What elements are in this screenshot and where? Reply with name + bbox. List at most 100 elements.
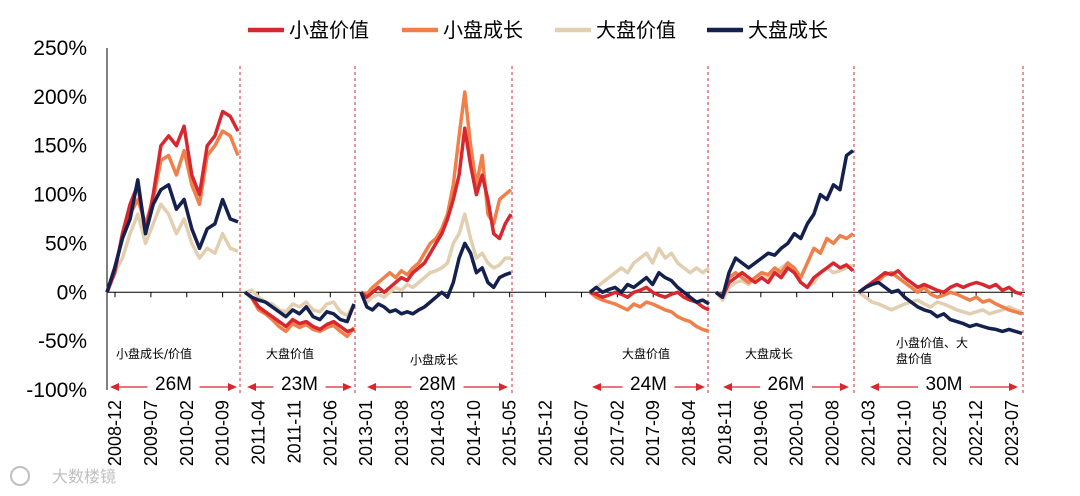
x-tick-label: 2010-02: [177, 400, 197, 466]
x-tick-label: 2015-12: [536, 400, 556, 466]
watermark-text: 大数楼镜: [52, 467, 116, 486]
arrow-left-icon: [367, 383, 376, 391]
x-tick-label: 2009-07: [141, 400, 161, 466]
arrow-left-icon: [592, 383, 601, 391]
y-tick-label: -50%: [38, 330, 87, 353]
series-line-小盘价值: [359, 126, 513, 299]
legend-label: 小盘价值: [289, 18, 369, 42]
y-tick-label: 50%: [45, 232, 87, 255]
x-tick-label: 2014-03: [428, 400, 448, 466]
series-line-小盘价值: [105, 109, 240, 293]
span-label-bg: [622, 372, 675, 394]
series-line-大盘成长: [857, 280, 1023, 335]
span-duration-label: 30M: [926, 374, 963, 395]
period-annotation: 大盘成长: [745, 346, 793, 361]
period-annotation: 小盘成长: [410, 352, 458, 367]
arrow-left-icon: [723, 383, 732, 391]
span-label-bg: [411, 372, 464, 394]
legend-label: 小盘成长: [443, 18, 523, 42]
series-line-大盘价值: [588, 246, 711, 294]
watermark: 大数楼镜: [10, 466, 116, 486]
arrow-right-icon: [343, 383, 352, 391]
x-tick-label: 2013-08: [392, 400, 412, 466]
x-tick-label: 2017-02: [607, 400, 627, 466]
x-tick-label: 2014-10: [464, 400, 484, 466]
x-tick-label: 2013-01: [356, 400, 376, 466]
legend-item: 小盘价值: [248, 18, 369, 42]
period-annotation: 小盘成长/价值: [116, 346, 192, 361]
span-duration-label: 26M: [155, 374, 192, 395]
legend-label: 大盘价值: [596, 18, 676, 42]
series-line-大盘成长: [588, 270, 710, 306]
legend-item: 小盘成长: [402, 18, 523, 42]
legend-item: 大盘成长: [707, 18, 828, 42]
series-line-大盘成长: [105, 178, 239, 293]
x-tick-label: 2019-06: [751, 400, 771, 466]
x-tick-label: 2012-06: [320, 400, 340, 466]
arrow-left-icon: [870, 383, 879, 391]
arrow-right-icon: [499, 383, 508, 391]
y-tick-label: 0%: [57, 281, 87, 304]
y-tick-label: -100%: [26, 379, 87, 402]
span-duration-label: 23M: [281, 374, 318, 395]
span-label-bg: [147, 372, 200, 394]
legend-label: 大盘成长: [748, 18, 828, 42]
period-spans: 26M 23M 28M 24M 26M 30M: [110, 372, 1018, 395]
x-tick-label: 2011-11: [284, 400, 304, 463]
series-line-大盘成长: [359, 241, 512, 316]
x-tick-label: 2018-04: [679, 400, 699, 466]
x-tick-label: 2020-01: [787, 400, 807, 466]
x-tick-label: 2011-04: [249, 400, 269, 465]
x-axis: 2008-12 2009-07 2010-02 2010-09 2011-04 2011-…: [105, 291, 1025, 466]
series-line-小盘价值: [714, 261, 855, 299]
period-annotation: 大盘价值: [622, 346, 670, 361]
series-line-大盘价值: [105, 202, 239, 293]
watermark-logo-icon: [10, 466, 30, 486]
series-line-大盘价值: [359, 212, 511, 304]
y-tick-label: 200%: [33, 86, 87, 109]
legend: 小盘价值 小盘成长 大盘价值 大盘成长: [248, 18, 828, 42]
y-tick-label: 100%: [33, 184, 87, 207]
period-annotation: 盘价值: [896, 351, 932, 366]
arrow-right-icon: [1009, 383, 1018, 391]
span-duration-label: 24M: [630, 374, 667, 395]
span-duration-label: 28M: [419, 374, 456, 395]
series-lines: [105, 90, 1023, 339]
arrow-left-icon: [247, 383, 256, 391]
series-line-小盘成长: [588, 290, 710, 334]
x-tick-label: 2023-07: [1002, 400, 1022, 466]
series-line-小盘价值: [589, 285, 710, 312]
series-line-小盘成长: [243, 290, 356, 339]
span-duration-label: 26M: [768, 374, 805, 395]
period-boundaries: [239, 66, 1024, 395]
x-tick-label: 2022-05: [930, 400, 950, 466]
arrow-right-icon: [228, 383, 237, 391]
x-tick-label: 2008-12: [105, 400, 125, 466]
span-label-bg: [273, 372, 326, 394]
series-line-大盘价值: [857, 290, 1023, 316]
y-tick-label: 250%: [33, 37, 87, 60]
arrow-right-icon: [840, 383, 849, 391]
arrow-left-icon: [110, 383, 119, 391]
x-tick-label: 2015-05: [500, 400, 520, 466]
x-tick-label: 2017-09: [643, 400, 663, 466]
x-tick-label: 2021-03: [858, 400, 878, 466]
series-line-小盘价值: [243, 290, 355, 334]
legend-item: 大盘价值: [555, 18, 676, 42]
x-tick-label: 2016-07: [571, 400, 591, 466]
period-annotations: 小盘成长/价值 大盘价值 小盘成长 大盘价值 大盘成长 小盘价值、大盘价值: [116, 335, 968, 367]
arrow-right-icon: [696, 383, 705, 391]
period-annotation: 大盘价值: [266, 346, 314, 361]
x-tick-label: 2022-12: [966, 400, 986, 466]
y-tick-label: 150%: [33, 135, 87, 158]
y-axis: 250% 200% 150% 100% 50% 0% -50% -100%: [26, 37, 108, 402]
series-line-大盘成长: [714, 149, 855, 299]
span-label-bg: [918, 372, 970, 394]
x-tick-label: 2020-08: [823, 400, 843, 466]
span-label-bg: [760, 372, 812, 394]
series-line-大盘成长: [243, 290, 356, 324]
x-tick-label: 2018-11: [715, 400, 735, 465]
x-tick-label: 2010-09: [213, 400, 233, 466]
period-annotation: 小盘价值、大: [896, 335, 968, 350]
